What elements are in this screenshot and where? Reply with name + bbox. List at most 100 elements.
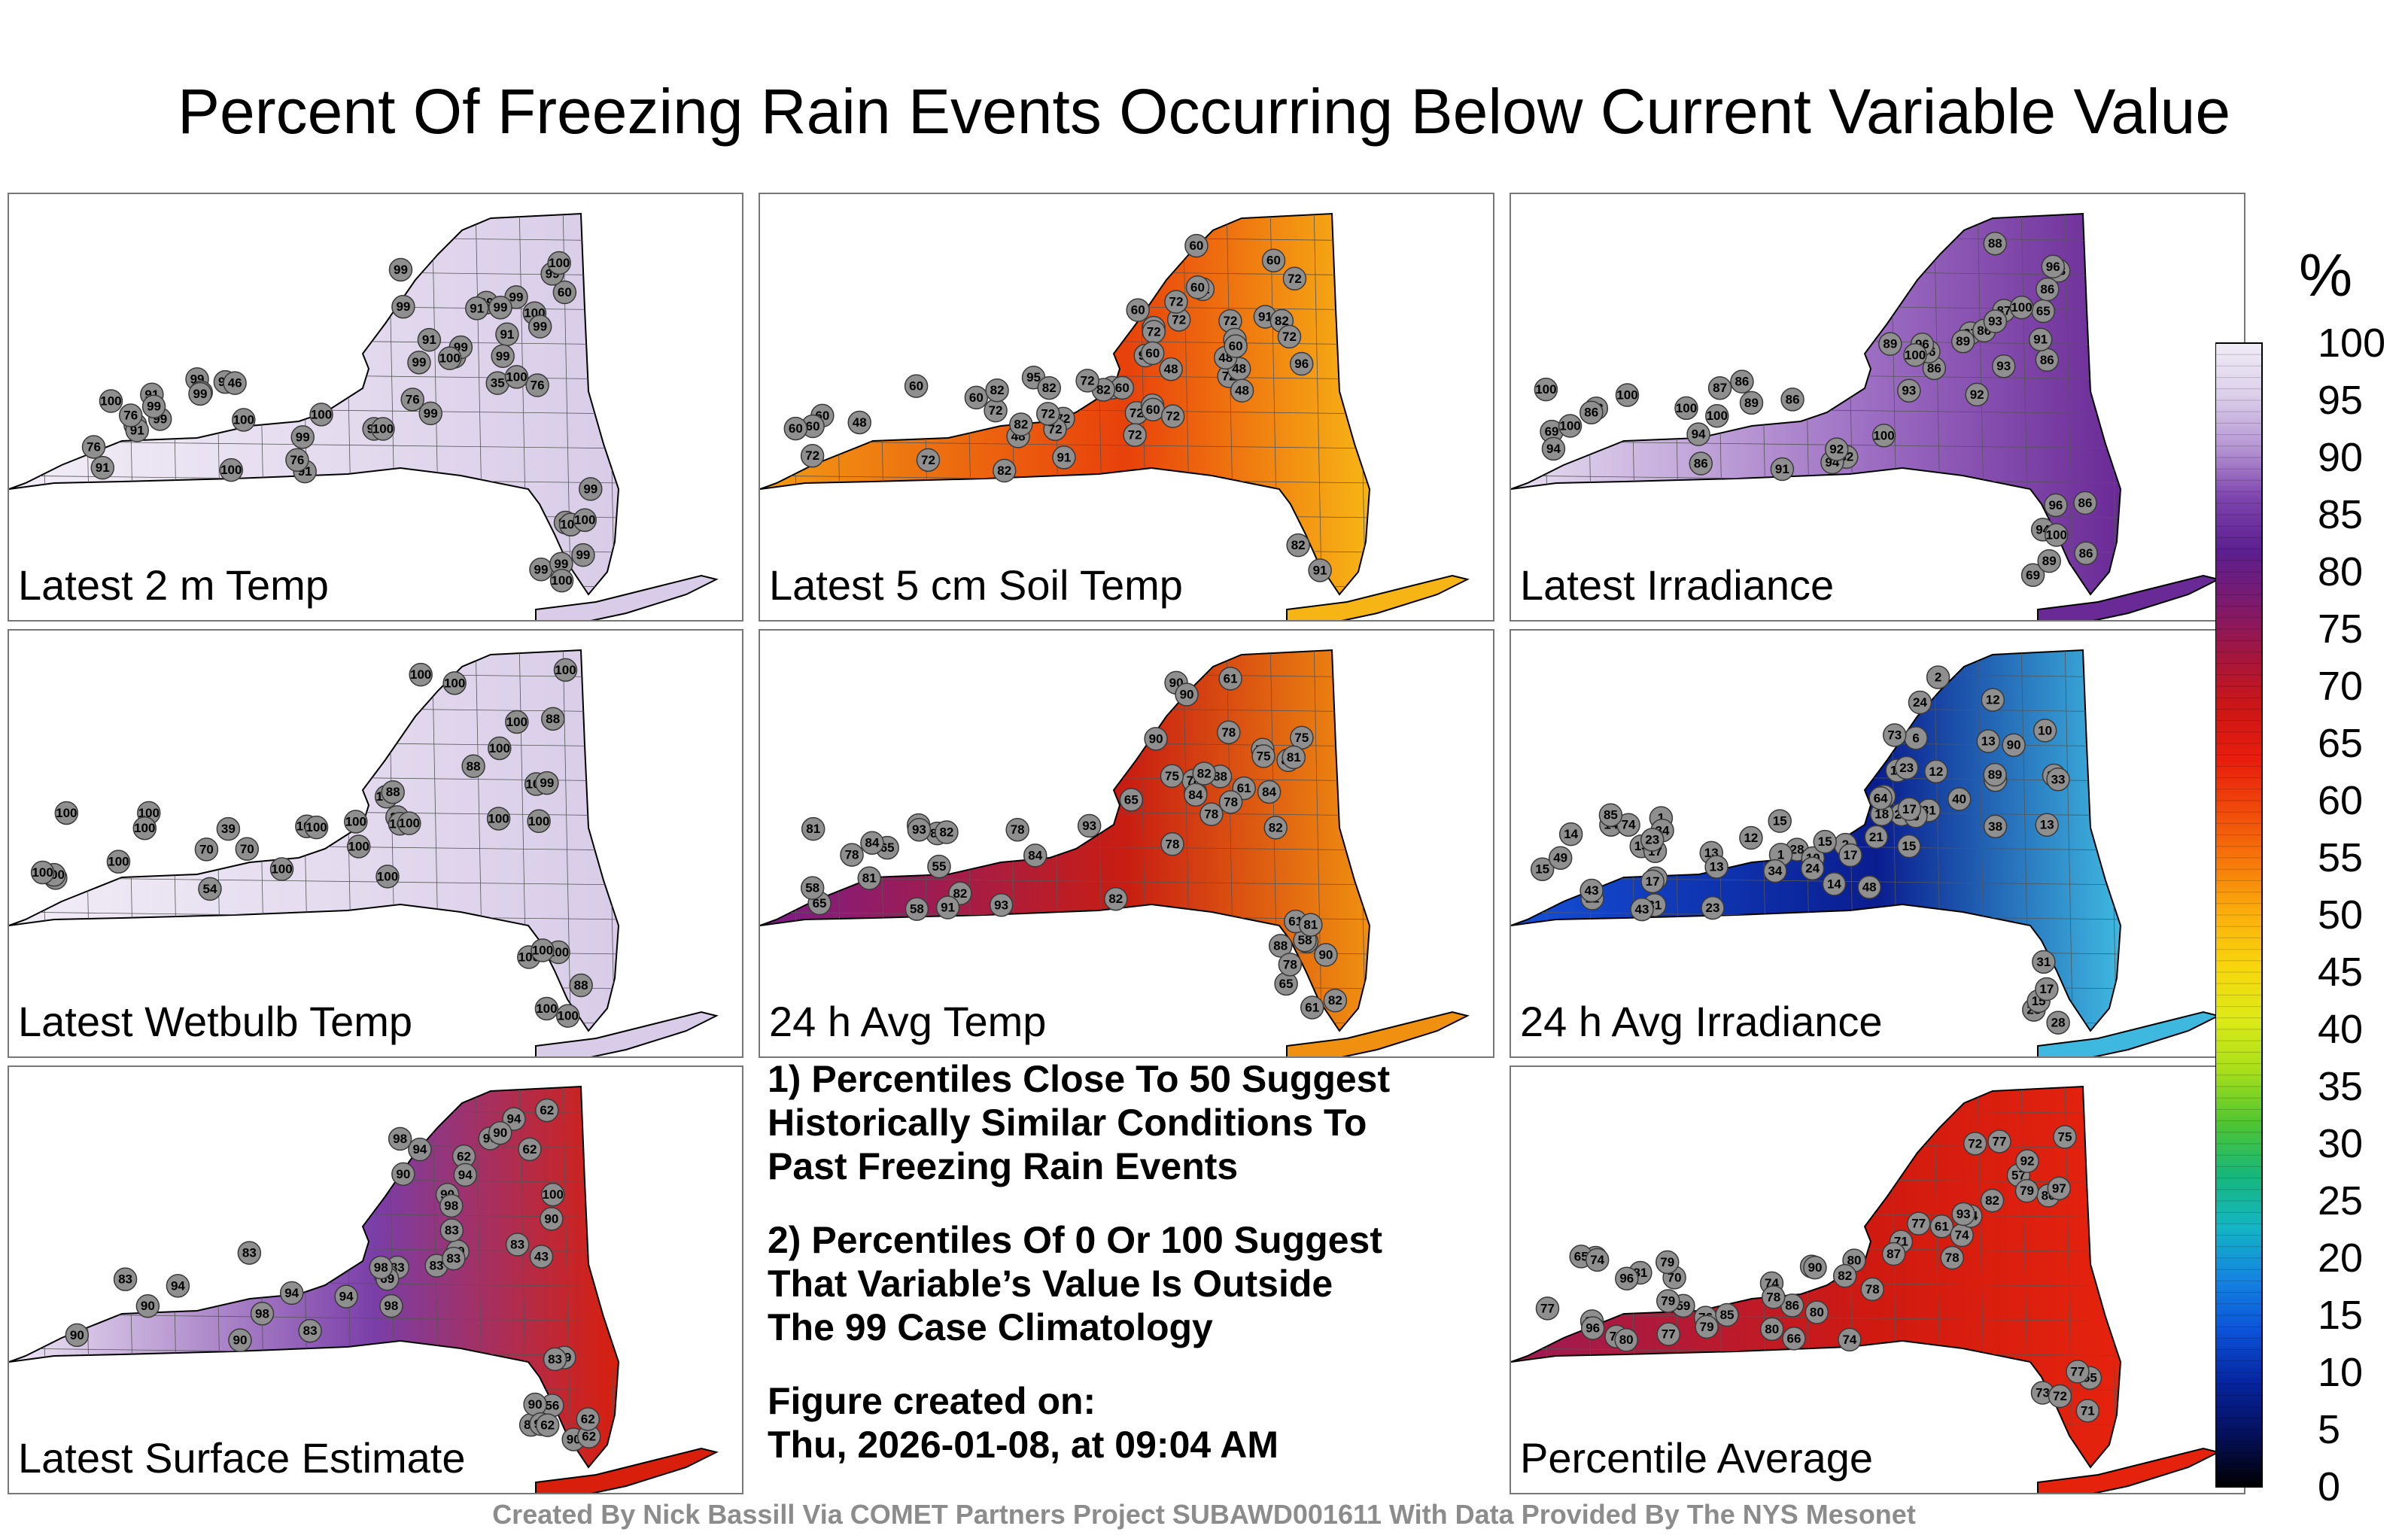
station-marker: 72 xyxy=(984,398,1008,423)
station-value: 28 xyxy=(1790,843,1804,857)
station-value: 62 xyxy=(582,1430,596,1444)
ny-map: 7677746173597460718070656655577879747282… xyxy=(1511,1085,2221,1493)
station-value: 65 xyxy=(2036,304,2051,318)
station-marker: 15 xyxy=(1768,809,1792,833)
station-marker: 100 xyxy=(232,408,256,432)
colorbar-tick-label: 40 xyxy=(2318,1007,2364,1052)
station-value: 72 xyxy=(921,453,935,467)
station-marker: 60 xyxy=(1224,334,1248,358)
station-marker: 100 xyxy=(488,736,512,761)
station-marker: 90 xyxy=(2002,733,2026,757)
station-value: 15 xyxy=(1902,839,1916,853)
station-marker: 82 xyxy=(1980,1188,2005,1213)
note-line: 2) Percentiles Of 0 Or 100 Suggest xyxy=(768,1219,1382,1261)
station-value: 80 xyxy=(1847,1254,1862,1268)
station-marker: 89 xyxy=(1950,329,1975,354)
station-marker: 13 xyxy=(1976,729,2001,753)
note-line: That Variable’s Value Is Outside xyxy=(768,1263,1333,1305)
station-marker: 93 xyxy=(907,817,932,842)
station-value: 15 xyxy=(1773,814,1787,828)
map-panel-latest-2m-temp: 9999999160769999917676603510099919976999… xyxy=(8,193,743,622)
station-value: 94 xyxy=(1692,427,1706,442)
station-marker: 17 xyxy=(1897,797,1922,822)
station-value: 60 xyxy=(1189,239,1203,253)
station-marker: 31 xyxy=(2032,950,2056,974)
long-island xyxy=(535,1011,719,1056)
station-value: 88 xyxy=(1213,769,1227,783)
station-value: 100 xyxy=(1676,401,1697,415)
station-marker: 48 xyxy=(847,410,871,435)
station-marker: 72 xyxy=(1218,309,1242,333)
station-marker: 80 xyxy=(1804,1300,1829,1324)
station-value: 78 xyxy=(1166,837,1180,851)
station-marker: 72 xyxy=(1123,423,1147,447)
created-label: Figure created on: xyxy=(768,1380,1096,1422)
station-value: 94 xyxy=(1546,442,1561,456)
station-value: 90 xyxy=(1808,1260,1822,1275)
station-marker: 99 xyxy=(579,477,603,501)
station-value: 65 xyxy=(1124,792,1139,807)
station-value: 82 xyxy=(1197,766,1212,780)
station-marker: 13 xyxy=(1704,855,1728,879)
station-value: 77 xyxy=(1662,1327,1676,1342)
station-value: 38 xyxy=(1988,819,2002,834)
station-marker: 93 xyxy=(1951,1202,1975,1226)
station-marker: 90 xyxy=(523,1392,547,1417)
station-marker: 72 xyxy=(1036,402,1060,426)
station-marker: 13 xyxy=(2035,813,2059,837)
station-value: 91 xyxy=(422,333,436,347)
station-marker: 86 xyxy=(2035,348,2060,372)
map-panel-latest-irradiance: 8688658669828786949368698687100869396100… xyxy=(1510,193,2245,622)
station-value: 93 xyxy=(1988,315,2002,329)
station-value: 99 xyxy=(424,406,438,421)
station-value: 13 xyxy=(1981,734,1996,749)
station-marker: 99 xyxy=(571,543,595,567)
station-value: 99 xyxy=(494,300,508,315)
station-marker: 96 xyxy=(1289,351,1314,376)
station-value: 77 xyxy=(1993,1134,2007,1148)
station-marker: 78 xyxy=(1160,832,1184,856)
station-value: 72 xyxy=(989,403,1003,418)
long-island xyxy=(535,574,719,620)
station-marker: 81 xyxy=(857,866,881,890)
long-island xyxy=(1286,574,1470,620)
station-value: 60 xyxy=(1145,346,1160,360)
station-value: 82 xyxy=(1328,993,1342,1008)
station-marker: 28 xyxy=(2046,1011,2070,1035)
station-marker: 15 xyxy=(1813,829,1837,854)
ny-map: 8383629083696243946269835698948362839098… xyxy=(9,1085,719,1493)
station-marker: 75 xyxy=(2053,1125,2077,1149)
station-value: 79 xyxy=(1700,1320,1714,1334)
station-marker: 70 xyxy=(194,837,219,862)
ny-map: 2838142234012142131102811631483421213131… xyxy=(1511,649,2221,1056)
station-marker: 100 xyxy=(132,816,157,840)
station-value: 76 xyxy=(406,392,420,406)
station-marker: 62 xyxy=(576,1407,600,1431)
station-marker: 88 xyxy=(541,707,565,731)
station-value: 83 xyxy=(445,1223,459,1238)
station-value: 90 xyxy=(1180,688,1194,702)
station-value: 89 xyxy=(1744,396,1759,410)
station-marker: 62 xyxy=(535,1098,559,1123)
station-value: 77 xyxy=(2071,1364,2085,1378)
station-marker: 71 xyxy=(2075,1399,2100,1423)
station-value: 82 xyxy=(1042,381,1057,395)
station-marker: 82 xyxy=(993,458,1017,483)
station-value: 72 xyxy=(1166,409,1180,424)
station-value: 60 xyxy=(909,379,923,394)
figure-title: Percent Of Freezing Rain Events Occurrin… xyxy=(177,76,2231,147)
station-marker: 91 xyxy=(1052,445,1076,470)
station-value: 78 xyxy=(1945,1251,1960,1265)
station-marker: 78 xyxy=(1217,720,1241,745)
station-marker: 100 xyxy=(1871,424,1896,448)
state-outline xyxy=(9,649,620,1032)
station-value: 24 xyxy=(1805,862,1820,876)
station-marker: 100 xyxy=(309,403,333,427)
station-value: 77 xyxy=(1911,1217,1926,1231)
station-value: 82 xyxy=(1096,383,1111,397)
station-marker: 100 xyxy=(505,710,529,734)
station-marker: 91 xyxy=(2028,327,2053,351)
colorbar-tick-label: 85 xyxy=(2318,492,2364,537)
station-value: 61 xyxy=(1935,1219,1949,1233)
created-date: Thu, 2026-01-08, at 09:04 AM xyxy=(768,1424,1278,1466)
